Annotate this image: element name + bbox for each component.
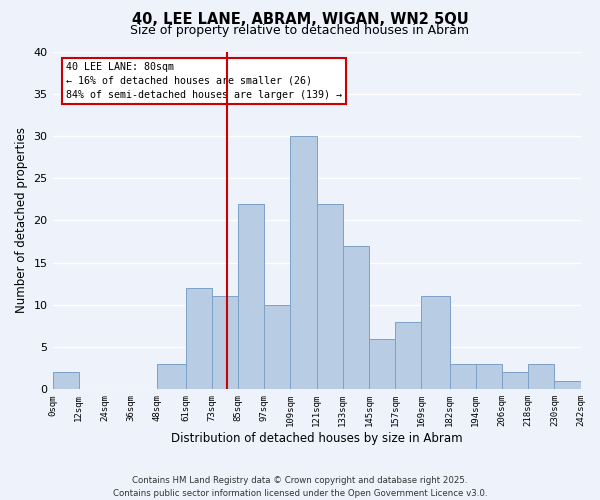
Bar xyxy=(476,364,502,390)
X-axis label: Distribution of detached houses by size in Abram: Distribution of detached houses by size … xyxy=(171,432,463,445)
Bar xyxy=(212,296,238,390)
Text: 40 LEE LANE: 80sqm
← 16% of detached houses are smaller (26)
84% of semi-detache: 40 LEE LANE: 80sqm ← 16% of detached hou… xyxy=(66,62,342,100)
Bar xyxy=(369,338,395,390)
Bar xyxy=(238,204,264,390)
Bar xyxy=(317,204,343,390)
Bar xyxy=(290,136,317,390)
Bar xyxy=(421,296,449,390)
Y-axis label: Number of detached properties: Number of detached properties xyxy=(15,128,28,314)
Bar xyxy=(264,305,290,390)
Bar xyxy=(449,364,476,390)
Bar xyxy=(343,246,369,390)
Bar xyxy=(502,372,528,390)
Bar xyxy=(554,381,581,390)
Bar xyxy=(395,322,421,390)
Text: Contains HM Land Registry data © Crown copyright and database right 2025.
Contai: Contains HM Land Registry data © Crown c… xyxy=(113,476,487,498)
Text: Size of property relative to detached houses in Abram: Size of property relative to detached ho… xyxy=(131,24,470,37)
Text: 40, LEE LANE, ABRAM, WIGAN, WN2 5QU: 40, LEE LANE, ABRAM, WIGAN, WN2 5QU xyxy=(131,12,469,28)
Bar xyxy=(53,372,79,390)
Bar xyxy=(185,288,212,390)
Bar xyxy=(157,364,185,390)
Bar xyxy=(528,364,554,390)
